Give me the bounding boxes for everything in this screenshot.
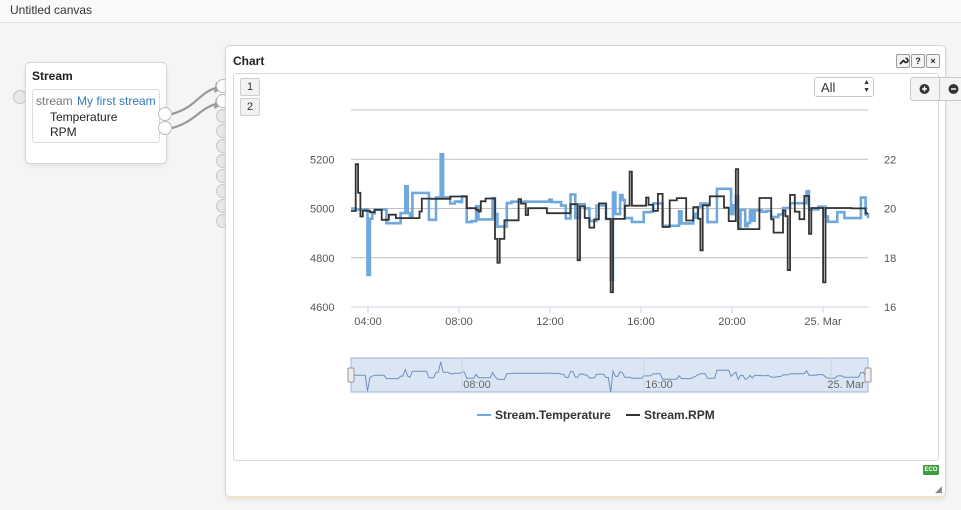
settings-button[interactable] [896,54,910,68]
y-left-tick-label: 5200 [310,154,334,166]
y-right-tick-label: 20 [884,204,896,216]
navigator-handle-left [347,367,355,383]
y-left-tick-label: 4800 [310,253,334,265]
range-select-value: All [821,80,836,95]
stream-parameter-box: stream My first stream Temperature RPM [32,89,160,143]
stream-parameter-label: stream [36,94,73,108]
y-right-tick-label: 16 [884,302,896,314]
x-tick-label: 08:00 [445,316,473,328]
y-left-tick-label: 5000 [310,204,334,216]
eco-badge: ECO [923,465,939,475]
temperature-output-port[interactable] [158,107,172,121]
x-tick-label: 04:00 [354,316,382,328]
plus-circle-icon [919,84,930,94]
x-tick-label: 25. Mar [804,316,842,328]
output-temperature-label: Temperature [50,110,118,124]
rpm-output-port[interactable] [158,121,172,135]
navigator-series-line [351,361,869,393]
legend-rpm[interactable]: Stream.RPM [644,408,715,422]
navigator-tick-label: 08:00 [463,379,491,391]
series-button-2[interactable]: 2 [240,98,260,116]
chart-plot[interactable]: 4600 4800 5000 5200 16 18 20 22 04:00 08:00 12:00 1… [234,74,938,460]
y-right-tick-label: 22 [884,154,896,166]
stream-module[interactable]: Stream stream My first stream Temperatur… [25,62,167,164]
chart-area[interactable]: 1 2 All ▲ ▼ 4600 4800 5000 5200 16 18 20 22 04:00… [233,73,961,461]
wrench-icon [899,57,909,65]
connection-rpm [171,102,217,130]
resize-handle-icon[interactable]: ◢ [935,484,942,494]
range-select[interactable]: All ▲ ▼ [814,77,874,97]
x-tick-label: 16:00 [627,316,655,328]
stream-name-link[interactable]: My first stream [77,94,156,108]
minus-circle-icon [948,84,959,94]
y-right-tick-label: 18 [884,253,896,265]
canvas-title[interactable]: Untitled canvas [10,3,93,17]
output-rpm-label: RPM [50,125,77,139]
zoom-in-button[interactable] [911,78,938,100]
legend-rpm-swatch [626,414,640,416]
close-button[interactable]: × [926,54,940,68]
navigator-handle-right [864,367,872,383]
navigator-tick-label: 25. Mar [827,379,865,391]
canvas-header: Untitled canvas [0,0,961,23]
series-button-1[interactable]: 1 [240,78,260,96]
x-tick-label: 20:00 [718,316,746,328]
zoom-out-button[interactable] [939,78,961,100]
help-button[interactable]: ? [911,54,925,68]
zoom-controls [910,77,961,101]
select-arrows-icon: ▲ ▼ [863,79,870,94]
stream-module-title: Stream [32,69,73,83]
y-left-tick-label: 4600 [310,302,334,314]
navigator-tick-label: 16:00 [645,379,673,391]
legend-temperature-swatch [477,414,491,416]
series-rpm-line [351,163,868,294]
chart-module-title: Chart [233,54,265,68]
x-tick-label: 12:00 [536,316,564,328]
legend-temperature[interactable]: Stream.Temperature [495,408,611,422]
chart-module[interactable]: Chart ? × 1 2 All ▲ ▼ 4600 4800 5000 5200 16 1… [225,45,961,498]
connection-temperature [171,86,217,116]
